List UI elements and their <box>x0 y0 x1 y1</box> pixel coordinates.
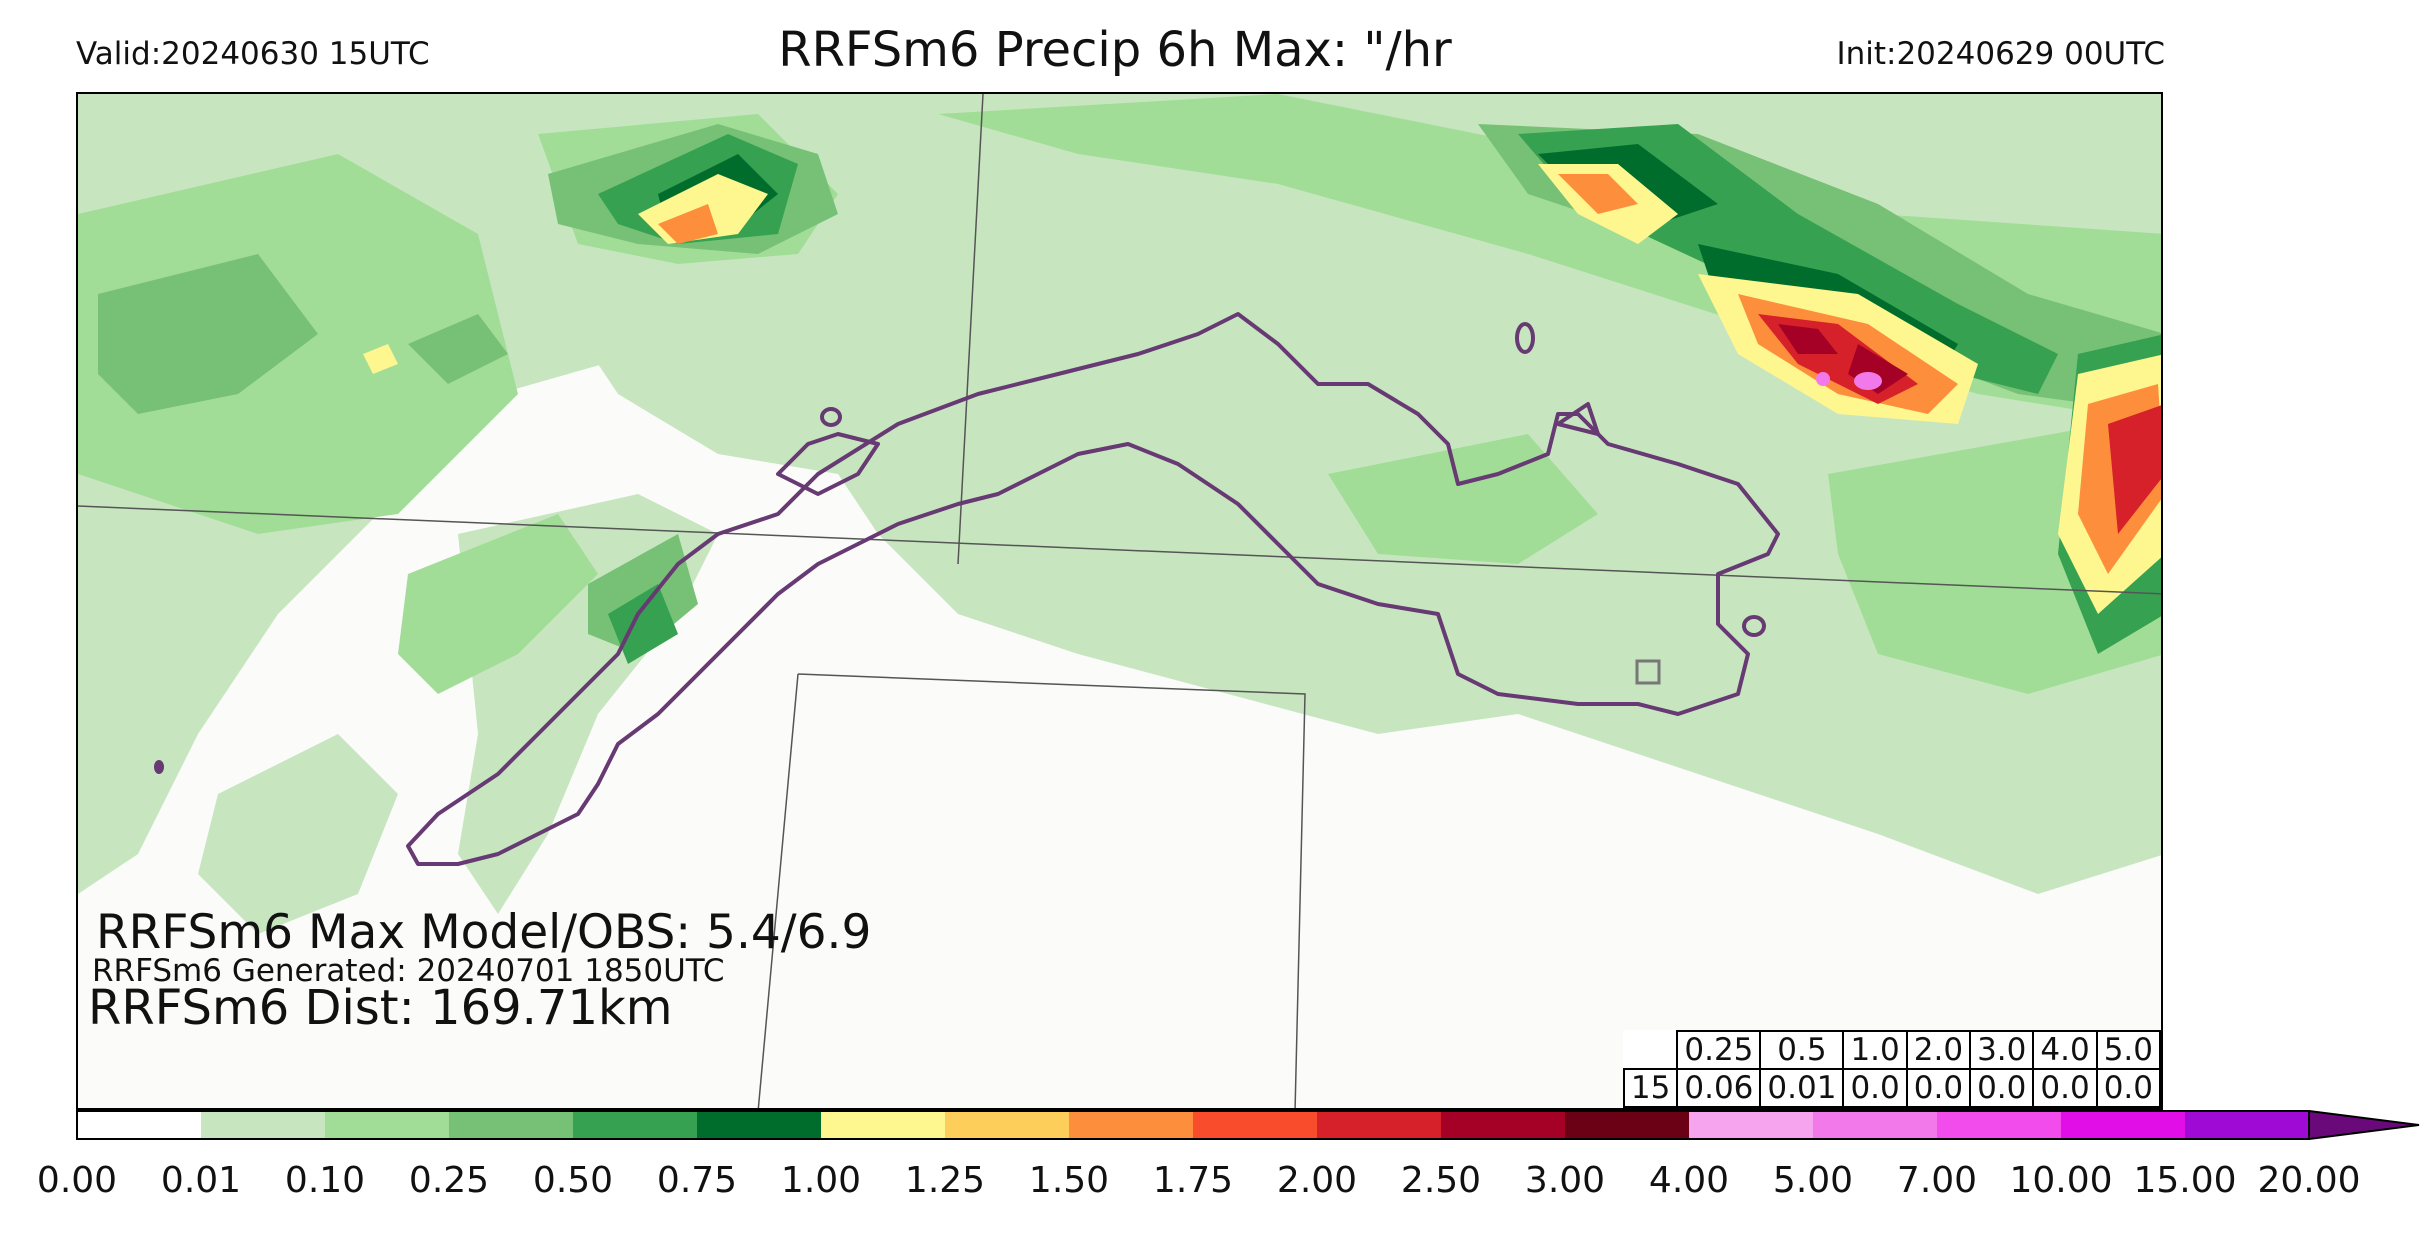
colorbar-segment <box>2185 1111 2309 1139</box>
generated-label: RRFSm6 Generated: 20240701 1850UTC <box>92 953 725 989</box>
colorbar-tick-label: 2.00 <box>1276 1160 1358 1201</box>
colorbar-segment <box>1689 1111 1813 1139</box>
basin-dot <box>154 760 164 774</box>
colorbar-tick-label: 10.00 <box>2009 1160 2113 1201</box>
colorbar-tick-label: 0.00 <box>36 1160 118 1201</box>
colorbar-tick-label: 1.75 <box>1152 1160 1234 1201</box>
colorbar-tick-label: 0.10 <box>284 1160 366 1201</box>
colorbar-tick-label: 0.75 <box>656 1160 738 1201</box>
threshold-cell: 5.0 <box>2095 1030 2161 1070</box>
colorbar-segment <box>77 1111 201 1139</box>
value-cell: 0.0 <box>2032 1068 2098 1108</box>
colorbar-segment <box>325 1111 449 1139</box>
colorbar <box>76 1110 2420 1141</box>
max-model-obs-label: RRFSm6 Max Model/OBS: 5.4/6.9 <box>96 905 872 960</box>
colorbar-outline <box>76 1110 2310 1140</box>
colorbar-segment <box>697 1111 821 1139</box>
obs-marker <box>1635 659 1661 685</box>
colorbar-segment <box>945 1111 1069 1139</box>
threshold-cell: 0.25 <box>1676 1030 1762 1070</box>
value-cell: 0.06 <box>1676 1068 1762 1108</box>
colorbar-tick-label: 0.50 <box>532 1160 614 1201</box>
colorbar-tick-label: 3.00 <box>1524 1160 1606 1201</box>
colorbar-segment <box>1565 1111 1689 1139</box>
map-title: RRFSm6 Precip 6h Max: "/hr <box>778 22 1452 78</box>
precip-field <box>78 94 2161 1108</box>
threshold-cell: 0.5 <box>1759 1030 1845 1070</box>
colorbar-tick-label: 0.25 <box>408 1160 490 1201</box>
colorbar-tick-label: 1.00 <box>780 1160 862 1201</box>
colorbar-segment <box>2061 1111 2185 1139</box>
row-label-cell: 15 <box>1622 1068 1679 1108</box>
init-time-label: Init:20240629 00UTC <box>1836 36 2165 72</box>
colorbar-tick-label: 20.00 <box>2257 1160 2361 1201</box>
colorbar-segment <box>573 1111 697 1139</box>
valid-time-label: Valid:20240630 15UTC <box>76 36 430 72</box>
colorbar-tick-label: 4.00 <box>1648 1160 1730 1201</box>
colorbar-tick-label: 1.50 <box>1028 1160 1110 1201</box>
basin-outline <box>406 312 1780 866</box>
colorbar-segment <box>449 1111 573 1139</box>
colorbar-segment <box>1317 1111 1441 1139</box>
distance-label: RRFSm6 Dist: 169.71km <box>88 980 673 1036</box>
colorbar-segment <box>1193 1111 1317 1139</box>
colorbar-extend-arrow <box>2308 1110 2420 1141</box>
value-cell: 0.0 <box>1842 1068 1908 1108</box>
colorbar-segment <box>1069 1111 1193 1139</box>
threshold-stats-table: 0.25 0.5 1.0 2.0 3.0 4.0 5.0 15 0.06 0.0… <box>1622 1030 2161 1108</box>
colorbar-tick-label: 15.00 <box>2133 1160 2237 1201</box>
colorbar-tick-label: 1.25 <box>904 1160 986 1201</box>
colorbar-segment <box>821 1111 945 1139</box>
stats-value-row: 15 0.06 0.01 0.0 0.0 0.0 0.0 0.0 <box>1622 1068 2161 1108</box>
state-boundaries <box>78 94 2161 1108</box>
value-cell: 0.0 <box>2095 1068 2161 1108</box>
colorbar-segment <box>1937 1111 2061 1139</box>
colorbar-tick-label: 7.00 <box>1896 1160 1978 1201</box>
colorbar-segment <box>1813 1111 1937 1139</box>
colorbar-tick-label: 5.00 <box>1772 1160 1854 1201</box>
precip-pink-area <box>1816 372 1882 390</box>
colorbar-tick-label: 2.50 <box>1400 1160 1482 1201</box>
precip-map[interactable]: RRFSm6 Max Model/OBS: 5.4/6.9 RRFSm6 Gen… <box>76 92 2163 1110</box>
value-cell: 0.0 <box>1905 1068 1972 1108</box>
value-cell: 0.0 <box>1969 1068 2035 1108</box>
colorbar-tick-label: 0.01 <box>160 1160 242 1201</box>
colorbar-segment <box>1441 1111 1565 1139</box>
threshold-cell: 4.0 <box>2032 1030 2098 1070</box>
colorbar-segment <box>201 1111 325 1139</box>
threshold-cell: 1.0 <box>1842 1030 1908 1070</box>
threshold-cell: 2.0 <box>1905 1030 1972 1070</box>
value-cell: 0.01 <box>1759 1068 1845 1108</box>
stats-header-row: 0.25 0.5 1.0 2.0 3.0 4.0 5.0 <box>1624 1030 2161 1070</box>
threshold-cell: 3.0 <box>1969 1030 2035 1070</box>
